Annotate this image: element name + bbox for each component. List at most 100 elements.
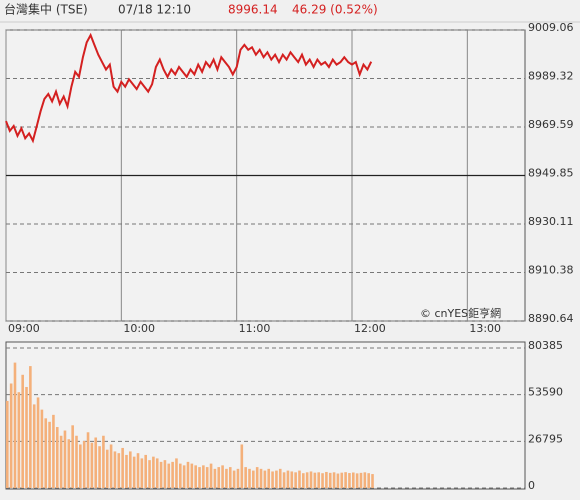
- volume-bar: [125, 454, 128, 488]
- volume-bar: [328, 472, 332, 488]
- volume-bar: [29, 366, 32, 488]
- volume-bar: [309, 471, 313, 488]
- volume-bar: [121, 447, 124, 488]
- volume-bar: [167, 463, 171, 488]
- last-price: 8996.14: [228, 3, 278, 17]
- volume-bar: [371, 474, 374, 488]
- volume-bar: [344, 472, 347, 488]
- volume-bar: [244, 467, 247, 488]
- volume-bar: [94, 437, 98, 488]
- y-tick-label: 53590: [528, 386, 563, 399]
- volume-bar: [13, 362, 17, 488]
- volume-bar: [163, 460, 167, 488]
- volume-bar: [232, 470, 236, 488]
- watermark: © cnYES鉅亨網: [420, 306, 501, 320]
- volume-bar: [294, 472, 297, 488]
- volume-bar: [363, 472, 367, 488]
- quote-time: 07/18 12:10: [118, 3, 191, 17]
- volume-bar: [313, 472, 317, 488]
- volume-bar: [6, 400, 9, 488]
- y-tick-label: 8949.85: [528, 167, 574, 180]
- volume-bar: [278, 468, 282, 488]
- volume-bar: [367, 473, 370, 488]
- volume-bar: [82, 440, 86, 488]
- x-tick-label: 13:00: [469, 322, 501, 335]
- volume-bar: [186, 461, 190, 488]
- volume-bar: [305, 472, 309, 488]
- volume-bar: [194, 465, 197, 488]
- volume-bar: [240, 444, 244, 488]
- volume-bar: [217, 467, 221, 488]
- volume-bar: [44, 418, 48, 488]
- y-tick-label: 8930.11: [528, 215, 574, 228]
- volume-bar: [17, 392, 21, 488]
- volume-bar: [225, 468, 228, 488]
- volume-bar: [182, 465, 186, 488]
- volume-bar: [359, 472, 363, 488]
- price-change: 46.29 (0.52%): [292, 3, 378, 17]
- volume-bar: [140, 458, 144, 488]
- volume-bar: [275, 470, 278, 488]
- volume-bar: [32, 404, 36, 488]
- volume-bar: [136, 453, 140, 488]
- volume-bar: [340, 472, 344, 488]
- volume-bar: [67, 439, 71, 488]
- x-tick-label: 11:00: [239, 322, 271, 335]
- volume-bar: [90, 442, 94, 488]
- volume-bar: [352, 472, 355, 488]
- volume-bar: [205, 467, 209, 488]
- price-line: [5, 32, 373, 144]
- volume-bar: [286, 470, 290, 488]
- volume-bar: [190, 463, 194, 488]
- volume-bar: [48, 421, 51, 488]
- volume-bar: [221, 465, 224, 488]
- volume-bar: [252, 470, 255, 488]
- volume-bar: [302, 473, 305, 488]
- volume-bar: [148, 460, 151, 488]
- volume-bar: [59, 435, 63, 488]
- volume-bar: [332, 472, 336, 488]
- volume-bar: [117, 453, 121, 488]
- volume-bar: [282, 472, 286, 488]
- volume-bar: [71, 425, 74, 488]
- y-tick-label: 8890.64: [528, 312, 574, 325]
- volume-bar: [267, 468, 271, 488]
- volume-bar: [171, 461, 174, 488]
- volume-bar: [105, 449, 109, 488]
- y-tick-label: 9009.06: [528, 21, 574, 34]
- index-title: 台灣集中 (TSE): [4, 2, 88, 17]
- volume-bar: [40, 409, 44, 488]
- volume-bar: [271, 471, 274, 488]
- volume-bar: [179, 463, 182, 488]
- volume-bar: [129, 451, 132, 488]
- volume-bar: [9, 383, 13, 488]
- volume-bar: [255, 467, 259, 488]
- y-tick-label: 8989.32: [528, 70, 574, 83]
- volume-bar: [202, 465, 205, 488]
- volume-bar: [152, 456, 155, 488]
- volume-bar: [75, 435, 78, 488]
- volume-bar: [325, 471, 328, 488]
- volume-bar: [144, 454, 147, 488]
- volume-bar: [155, 458, 159, 488]
- volume-bar: [209, 463, 213, 488]
- y-tick-label: 26795: [528, 432, 563, 445]
- x-tick-label: 12:00: [354, 322, 386, 335]
- volume-bar: [298, 470, 301, 488]
- volume-bar: [109, 444, 113, 488]
- volume-bar: [263, 470, 267, 488]
- volume-bar: [55, 427, 59, 488]
- y-tick-label: 80385: [528, 339, 563, 352]
- volume-bar: [248, 468, 251, 488]
- volume-bar: [86, 432, 90, 488]
- volume-bar: [290, 471, 294, 488]
- y-tick-label: 0: [528, 479, 535, 492]
- y-tick-label: 8910.38: [528, 263, 574, 276]
- volume-bar: [21, 374, 24, 488]
- volume-bar: [63, 430, 67, 488]
- volume-bar: [132, 456, 136, 488]
- volume-bar: [25, 386, 28, 488]
- volume-bar: [52, 414, 55, 488]
